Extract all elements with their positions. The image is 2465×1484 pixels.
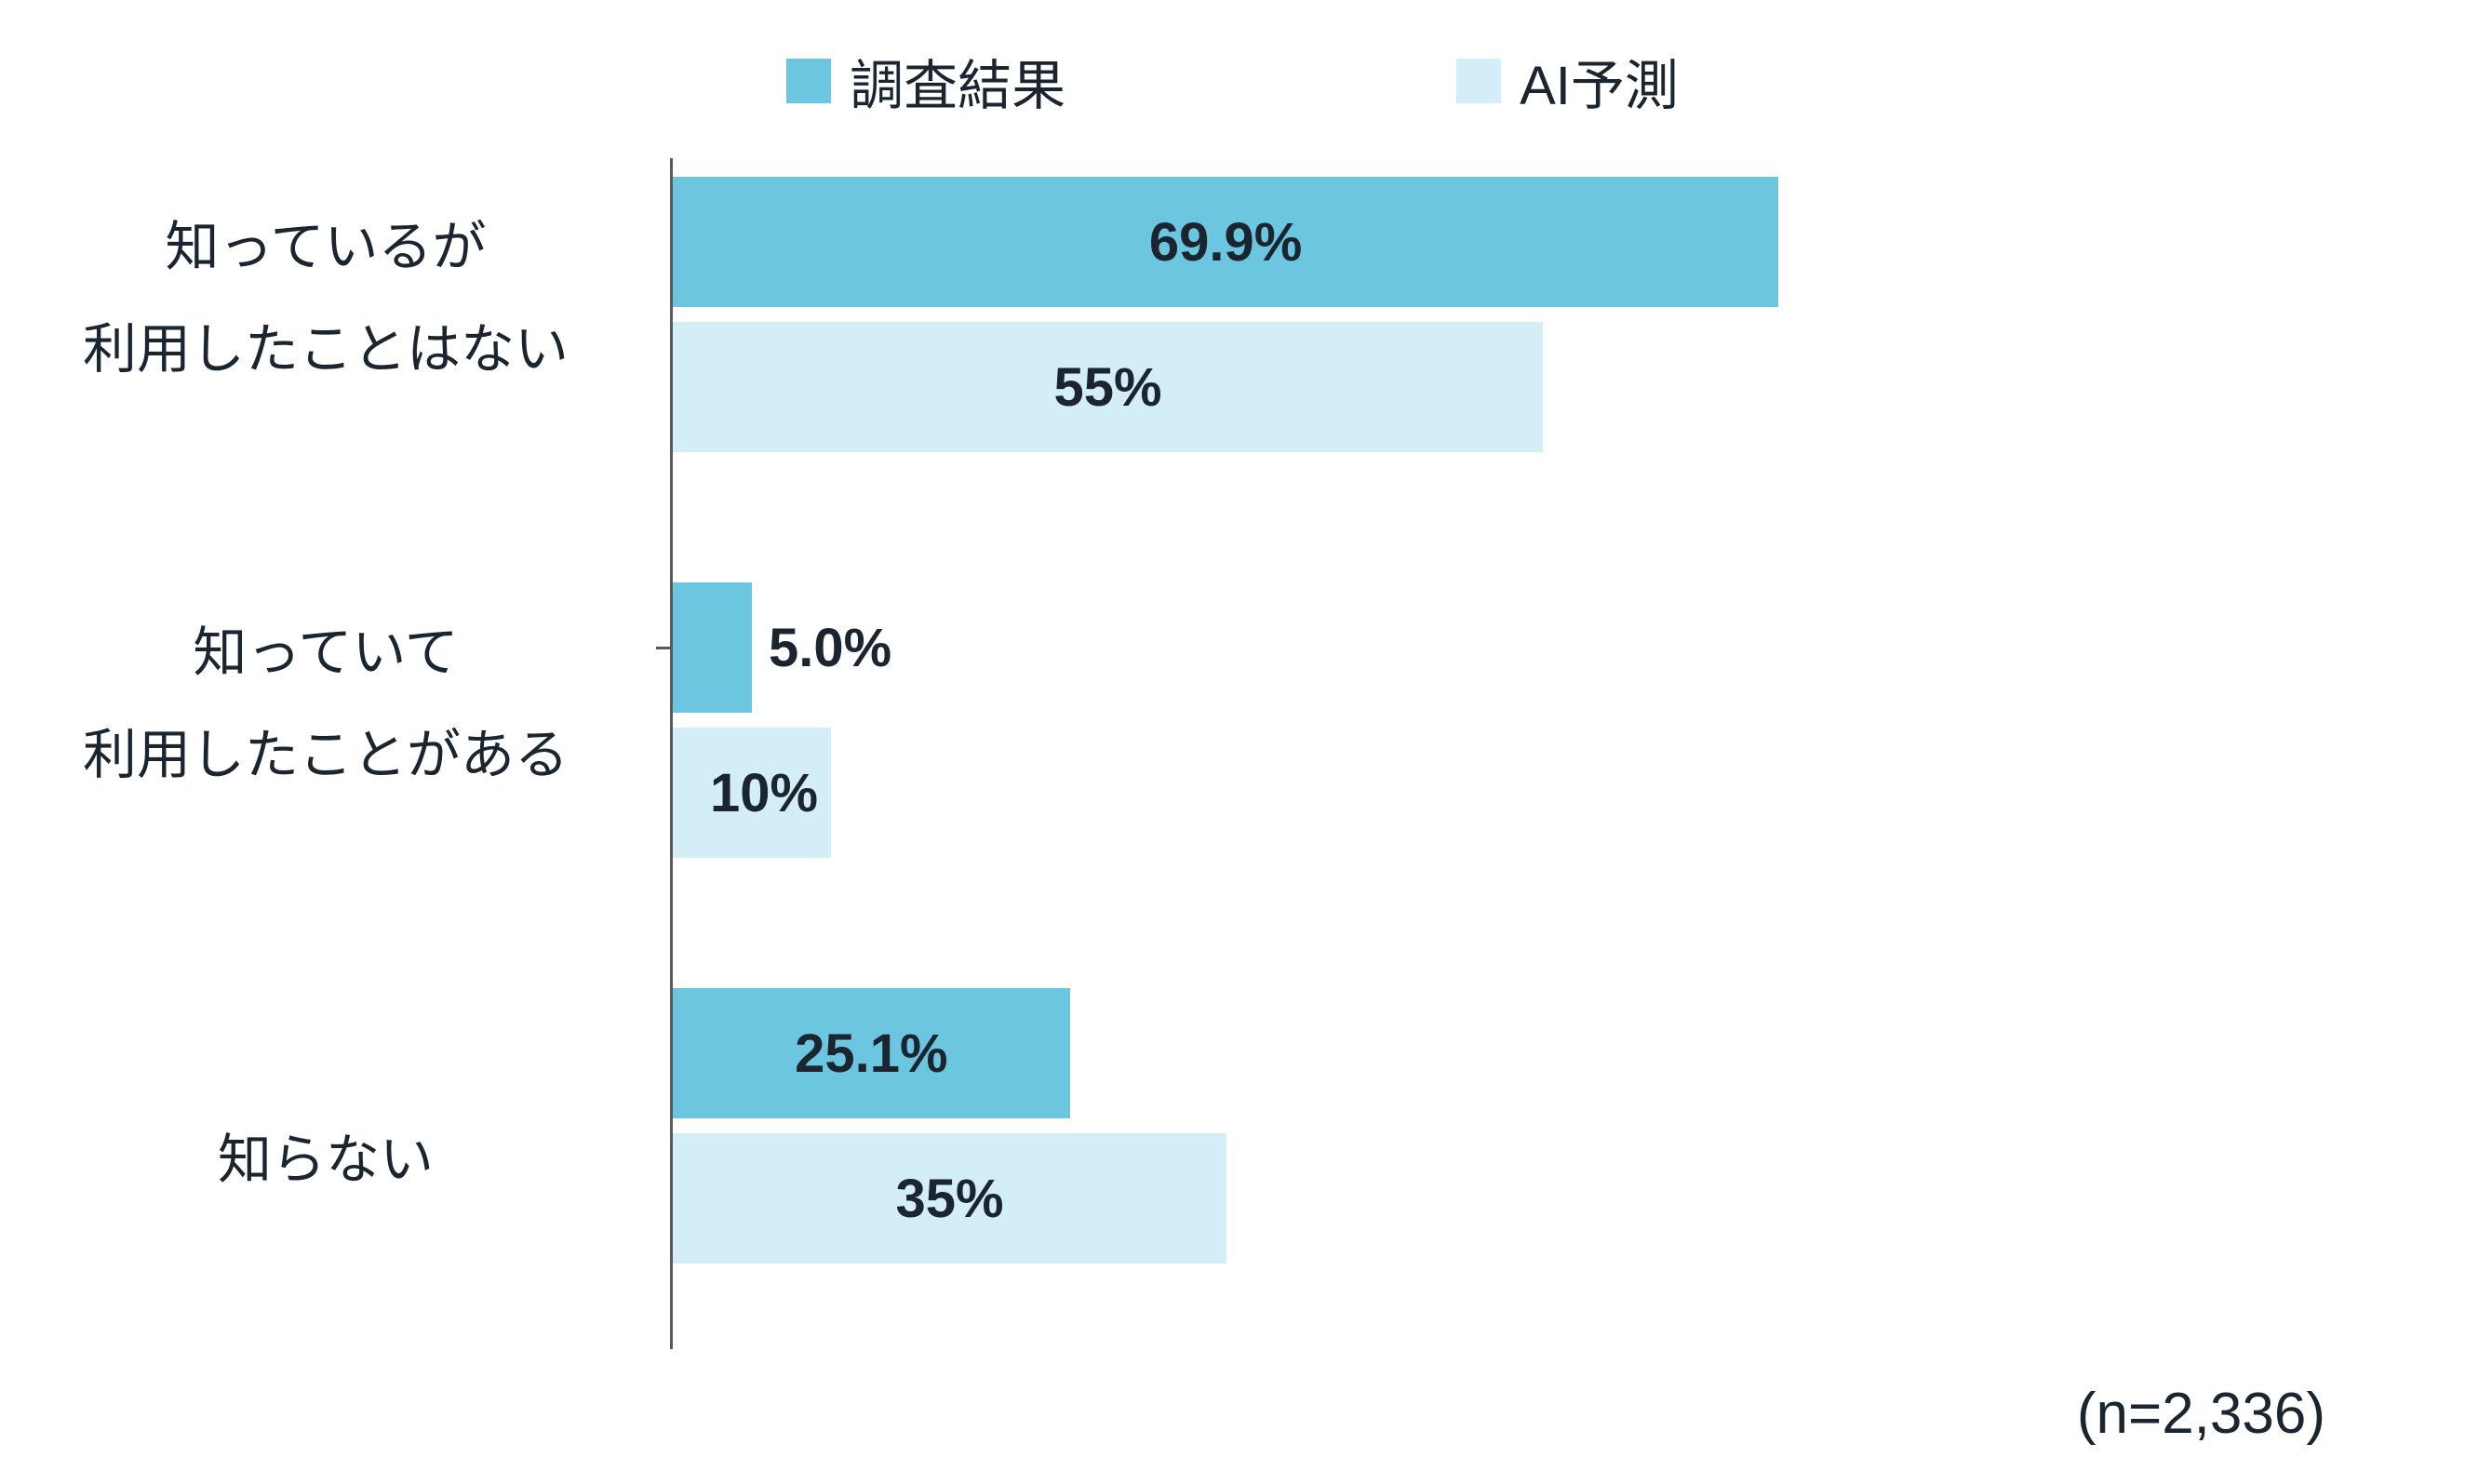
legend-label-series2: AI予測 [1520,42,1679,120]
category-label: 知っているが利用したことはない [0,196,651,401]
legend-item-series1: 調査結果 [786,42,1065,120]
axis-tick [656,647,673,649]
bar-value-series2: 35% [895,1168,1003,1230]
sample-size-label: (n=2,336) [2077,1381,2325,1447]
bar-value-series1: 5.0% [752,617,891,679]
category-label-line: 知っていて [0,602,651,704]
legend-item-series2: AI予測 [1456,42,1679,120]
category-label: 知っていて利用したことがある [0,602,651,807]
bar-value-series1: 25.1% [795,1023,947,1085]
legend-label-series1: 調査結果 [850,42,1065,120]
chart-legend: 調査結果 AI予測 [0,42,2465,120]
bar-series2: 10% [673,728,831,858]
bar-series2: 35% [673,1133,1226,1263]
category-label-line: 利用したことはない [0,299,651,401]
category-label: 知らない [0,1109,651,1211]
bar-value-series1: 69.9% [1149,211,1302,274]
legend-swatch-series2 [1456,59,1501,103]
bar-series1: 69.9% [673,177,1778,307]
bar-value-series2: 55% [1053,356,1161,419]
bar-series1: 5.0% [673,582,752,713]
category-label-line: 知っているが [0,196,651,299]
category-label-line: 利用したことがある [0,704,651,807]
bar-series2: 55% [673,322,1543,452]
bar-value-series2: 10% [710,762,818,824]
y-axis-labels: 知っているが利用したことはない知っていて利用したことがある知らない [0,158,651,1368]
category-label-line: 知らない [0,1109,651,1211]
legend-swatch-series1 [786,59,831,103]
chart-plot-area: 69.9% 55% 5.0% 10% 25.1% 35% [670,158,2252,1368]
bar-series1: 25.1% [673,988,1070,1118]
